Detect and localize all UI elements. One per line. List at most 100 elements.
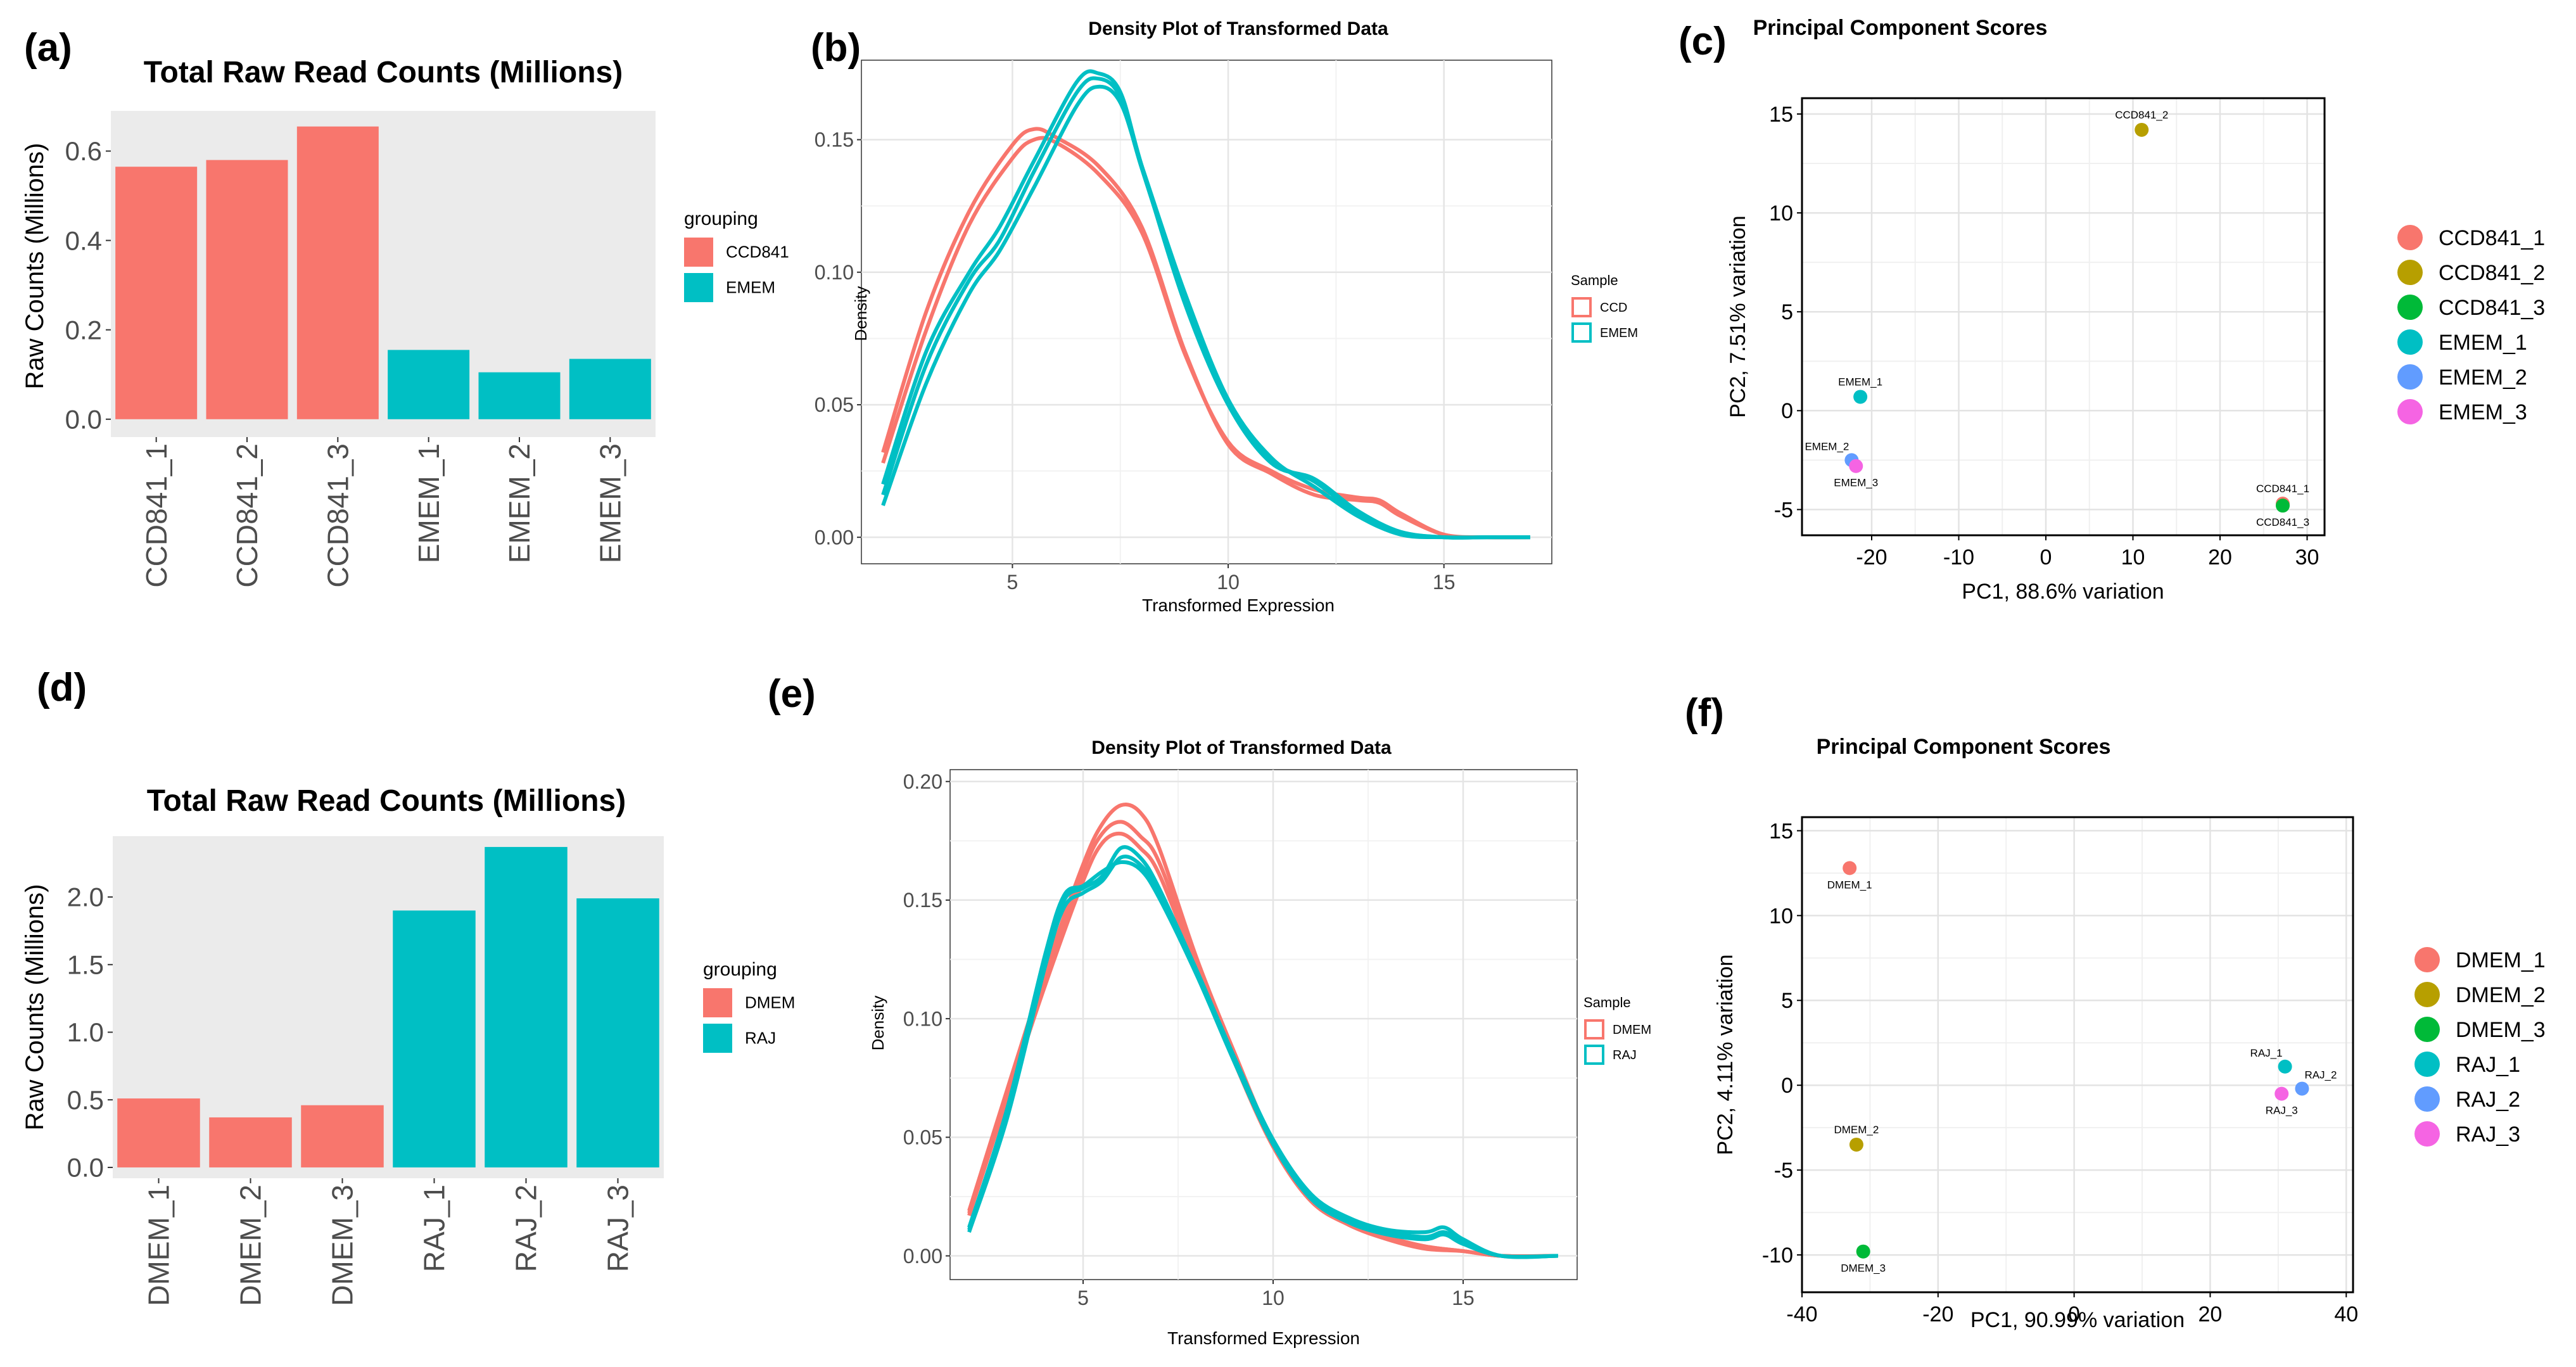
x-tick-label: 5 xyxy=(1077,1287,1089,1309)
x-tick-label: DMEM_1 xyxy=(143,1185,175,1306)
legend-title: grouping xyxy=(703,959,777,980)
legend-label-EMEM: EMEM xyxy=(1600,326,1638,340)
legend-label-RAJ_3: RAJ_3 xyxy=(2456,1122,2520,1147)
x-tick-label: DMEM_3 xyxy=(326,1185,359,1306)
x-tick-label: 10 xyxy=(2121,545,2145,569)
point-CCD841_3 xyxy=(2276,499,2290,513)
x-tick-label: CCD841_1 xyxy=(140,443,173,588)
legend-swatch-EMEM_1 xyxy=(2397,329,2423,355)
point-CCD841_2 xyxy=(2135,122,2149,137)
chart-title: Total Raw Read Counts (Millions) xyxy=(147,784,626,818)
legend-label-CCD841: CCD841 xyxy=(726,242,789,261)
density-line-RAJ-5 xyxy=(967,860,1559,1259)
y-tick-label: 0 xyxy=(1781,1074,1793,1098)
x-tick-label: 20 xyxy=(2198,1302,2223,1326)
x-tick-label: CCD841_3 xyxy=(321,443,354,588)
x-tick-label: RAJ_1 xyxy=(418,1185,451,1272)
legend-title: Sample xyxy=(1583,995,1631,1010)
y-tick-label: 0.4 xyxy=(65,226,102,255)
legend-label-DMEM: DMEM xyxy=(1613,1023,1651,1037)
x-tick-label: 0 xyxy=(2068,1302,2080,1326)
legend-label-EMEM_3: EMEM_3 xyxy=(2439,400,2527,424)
y-tick-label: 0.10 xyxy=(903,1007,942,1030)
y-tick-label: 0.15 xyxy=(903,889,942,912)
plot-panel xyxy=(1802,98,2325,535)
point-label-EMEM_3: EMEM_3 xyxy=(1834,477,1878,489)
legend-label-EMEM_2: EMEM_2 xyxy=(2439,366,2527,390)
point-RAJ_3 xyxy=(2275,1086,2289,1101)
legend-swatch-CCD841 xyxy=(684,238,713,267)
bar-EMEM_1 xyxy=(388,350,470,419)
y-axis-label: PC2, 7.51% variation xyxy=(1726,215,1750,417)
panel-b: (b) 5 10 15 0.00 0.05 0.10 0.15 Density Plot of… xyxy=(792,0,1647,633)
y-tick-label: -10 xyxy=(1762,1243,1793,1268)
y-tick-label: 0.15 xyxy=(815,129,854,151)
chart-title: Density Plot of Transformed Data xyxy=(1088,18,1388,39)
legend-label-RAJ_1: RAJ_1 xyxy=(2456,1053,2520,1077)
legend-swatch-EMEM_3 xyxy=(2397,399,2423,424)
legend-swatch-DMEM_1 xyxy=(2414,947,2440,972)
legend-swatch-RAJ xyxy=(1584,1045,1604,1065)
legend-swatch-RAJ_1 xyxy=(2414,1052,2440,1077)
x-tick-label: EMEM_3 xyxy=(593,443,626,563)
x-tick-label: 0 xyxy=(2040,545,2052,569)
y-tick-label: 0.05 xyxy=(815,393,854,416)
y-tick-label: 5 xyxy=(1781,300,1793,324)
bar-DMEM_1 xyxy=(117,1098,200,1167)
density-line-EMEM-4 xyxy=(881,84,1530,540)
legend-swatch-RAJ xyxy=(703,1024,732,1053)
legend-swatch-RAJ_3 xyxy=(2414,1121,2440,1147)
legend-label-CCD841_2: CCD841_2 xyxy=(2439,261,2545,285)
y-axis-label: Raw Counts (Millions) xyxy=(21,143,49,390)
y-tick-label: 15 xyxy=(1769,819,1793,843)
legend-label-RAJ: RAJ xyxy=(1613,1048,1637,1062)
bar-DMEM_2 xyxy=(209,1117,292,1167)
legend-label-EMEM_1: EMEM_1 xyxy=(2439,331,2527,355)
chart-title: Principal Component Scores xyxy=(1817,735,2111,759)
y-axis-label: Raw Counts (Millions) xyxy=(21,884,49,1131)
legend-swatch-EMEM xyxy=(684,273,713,302)
y-tick-label: 2.0 xyxy=(67,882,104,912)
point-label-CCD841_3: CCD841_3 xyxy=(2256,516,2309,528)
chart-title: Total Raw Read Counts (Millions) xyxy=(144,56,623,89)
point-label-RAJ_2: RAJ_2 xyxy=(2304,1069,2337,1081)
y-axis-label: Density xyxy=(851,286,870,341)
y-tick-label: 0.0 xyxy=(67,1153,104,1183)
y-tick-label: 0.2 xyxy=(65,315,102,345)
legend-label-DMEM_2: DMEM_2 xyxy=(2456,983,2546,1007)
legend-title: Sample xyxy=(1571,272,1618,288)
x-tick-label: 5 xyxy=(1007,571,1018,594)
x-tick-label: EMEM_2 xyxy=(503,443,536,563)
bar-EMEM_3 xyxy=(569,359,651,419)
panel-d: (d) Total Raw Read Counts (Millions) Raw … xyxy=(0,652,795,1367)
bar-RAJ_3 xyxy=(576,898,659,1167)
chart-title: Density Plot of Transformed Data xyxy=(1091,737,1392,758)
y-tick-label: 15 xyxy=(1769,103,1793,127)
legend-label-EMEM: EMEM xyxy=(726,277,775,296)
point-label-DMEM_3: DMEM_3 xyxy=(1841,1262,1886,1275)
density-line-CCD-1 xyxy=(881,136,1530,540)
panel-label-e: (e) xyxy=(768,672,816,716)
point-label-EMEM_2: EMEM_2 xyxy=(1805,440,1849,452)
legend-swatch-DMEM_2 xyxy=(2414,982,2440,1007)
bar-DMEM_3 xyxy=(301,1105,384,1167)
plot-border xyxy=(1801,97,2326,537)
bar-EMEM_2 xyxy=(478,372,561,419)
x-tick-label: -20 xyxy=(1922,1302,1953,1326)
point-label-DMEM_1: DMEM_1 xyxy=(1827,879,1872,891)
x-axis-label: Transformed Expression xyxy=(1142,595,1335,615)
legend-label-DMEM_3: DMEM_3 xyxy=(2456,1018,2546,1042)
bar-RAJ_1 xyxy=(393,910,476,1167)
plot-panel xyxy=(861,60,1552,564)
point-label-EMEM_1: EMEM_1 xyxy=(1838,376,1882,388)
x-tick-label: 40 xyxy=(2334,1302,2358,1326)
legend-label-CCD841_3: CCD841_3 xyxy=(2439,296,2545,320)
x-tick-label: 10 xyxy=(1217,571,1240,594)
plot-panel xyxy=(949,769,1578,1280)
x-tick-label: RAJ_3 xyxy=(602,1185,635,1272)
legend-swatch-CCD841_3 xyxy=(2397,295,2423,320)
y-tick-label: 10 xyxy=(1769,201,1793,226)
point-EMEM_1 xyxy=(1853,390,1868,404)
bar-chart-a: Total Raw Read Counts (Millions) Raw Coun… xyxy=(21,56,789,588)
panel-label-c: (c) xyxy=(1678,20,1727,63)
